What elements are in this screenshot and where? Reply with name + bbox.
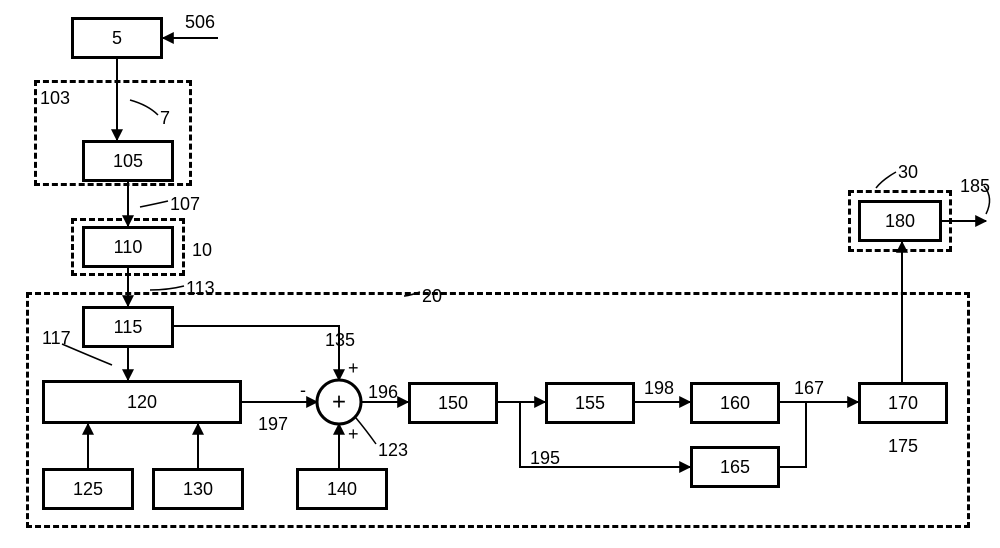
node-n5: 5: [71, 17, 163, 59]
node-n115-label: 115: [114, 317, 143, 338]
node-n110-label: 110: [114, 237, 143, 258]
node-n130: 130: [152, 468, 244, 510]
node-n130-label: 130: [183, 479, 213, 500]
leader-lc30: [876, 172, 896, 188]
node-n105: 105: [82, 140, 174, 182]
node-n5-label: 5: [112, 28, 122, 49]
label-20: 20: [422, 286, 442, 307]
node-n180-label: 180: [885, 211, 915, 232]
label-117: 117: [42, 328, 71, 349]
label-l20: -: [300, 380, 306, 401]
node-n180: 180: [858, 200, 942, 242]
node-n155: 155: [545, 382, 635, 424]
diagram-canvas: + 5 105 110 115 120 125 130 140 150 155 160 165 170 1…: [0, 0, 1000, 548]
label-l18: +: [348, 358, 359, 379]
node-n125-label: 125: [73, 479, 103, 500]
label-123: 123: [378, 440, 408, 461]
node-n160: 160: [690, 382, 780, 424]
node-n165-label: 165: [720, 457, 750, 478]
label-113: 113: [186, 278, 215, 299]
leader-lc107: [140, 201, 168, 207]
node-n110: 110: [82, 226, 174, 268]
label-30: 30: [898, 162, 918, 183]
node-n170: 170: [858, 382, 948, 424]
label-175: 175: [888, 436, 918, 457]
label-506: 506: [185, 12, 215, 33]
label-107: 107: [170, 194, 200, 215]
label-185: 185: [960, 176, 990, 197]
label-196: 196: [368, 382, 398, 403]
node-n140: 140: [296, 468, 388, 510]
node-n150: 150: [408, 382, 498, 424]
node-n120: 120: [42, 380, 242, 424]
label-7: 7: [160, 108, 170, 129]
label-198: 198: [644, 378, 674, 399]
node-n120-label: 120: [127, 392, 157, 413]
leader-lc113: [150, 286, 184, 290]
label-l19: +: [348, 424, 359, 445]
node-n115: 115: [82, 306, 174, 348]
node-n165: 165: [690, 446, 780, 488]
label-135: 135: [325, 330, 355, 351]
node-n150-label: 150: [438, 393, 468, 414]
node-n125: 125: [42, 468, 134, 510]
node-n170-label: 170: [888, 393, 918, 414]
node-n140-label: 140: [327, 479, 357, 500]
node-n155-label: 155: [575, 393, 605, 414]
label-197: 197: [258, 414, 288, 435]
label-195: 195: [530, 448, 560, 469]
label-167: 167: [794, 378, 824, 399]
node-n105-label: 105: [113, 151, 143, 172]
label-103: 103: [40, 88, 70, 109]
label-10: 10: [192, 240, 212, 261]
node-n160-label: 160: [720, 393, 750, 414]
